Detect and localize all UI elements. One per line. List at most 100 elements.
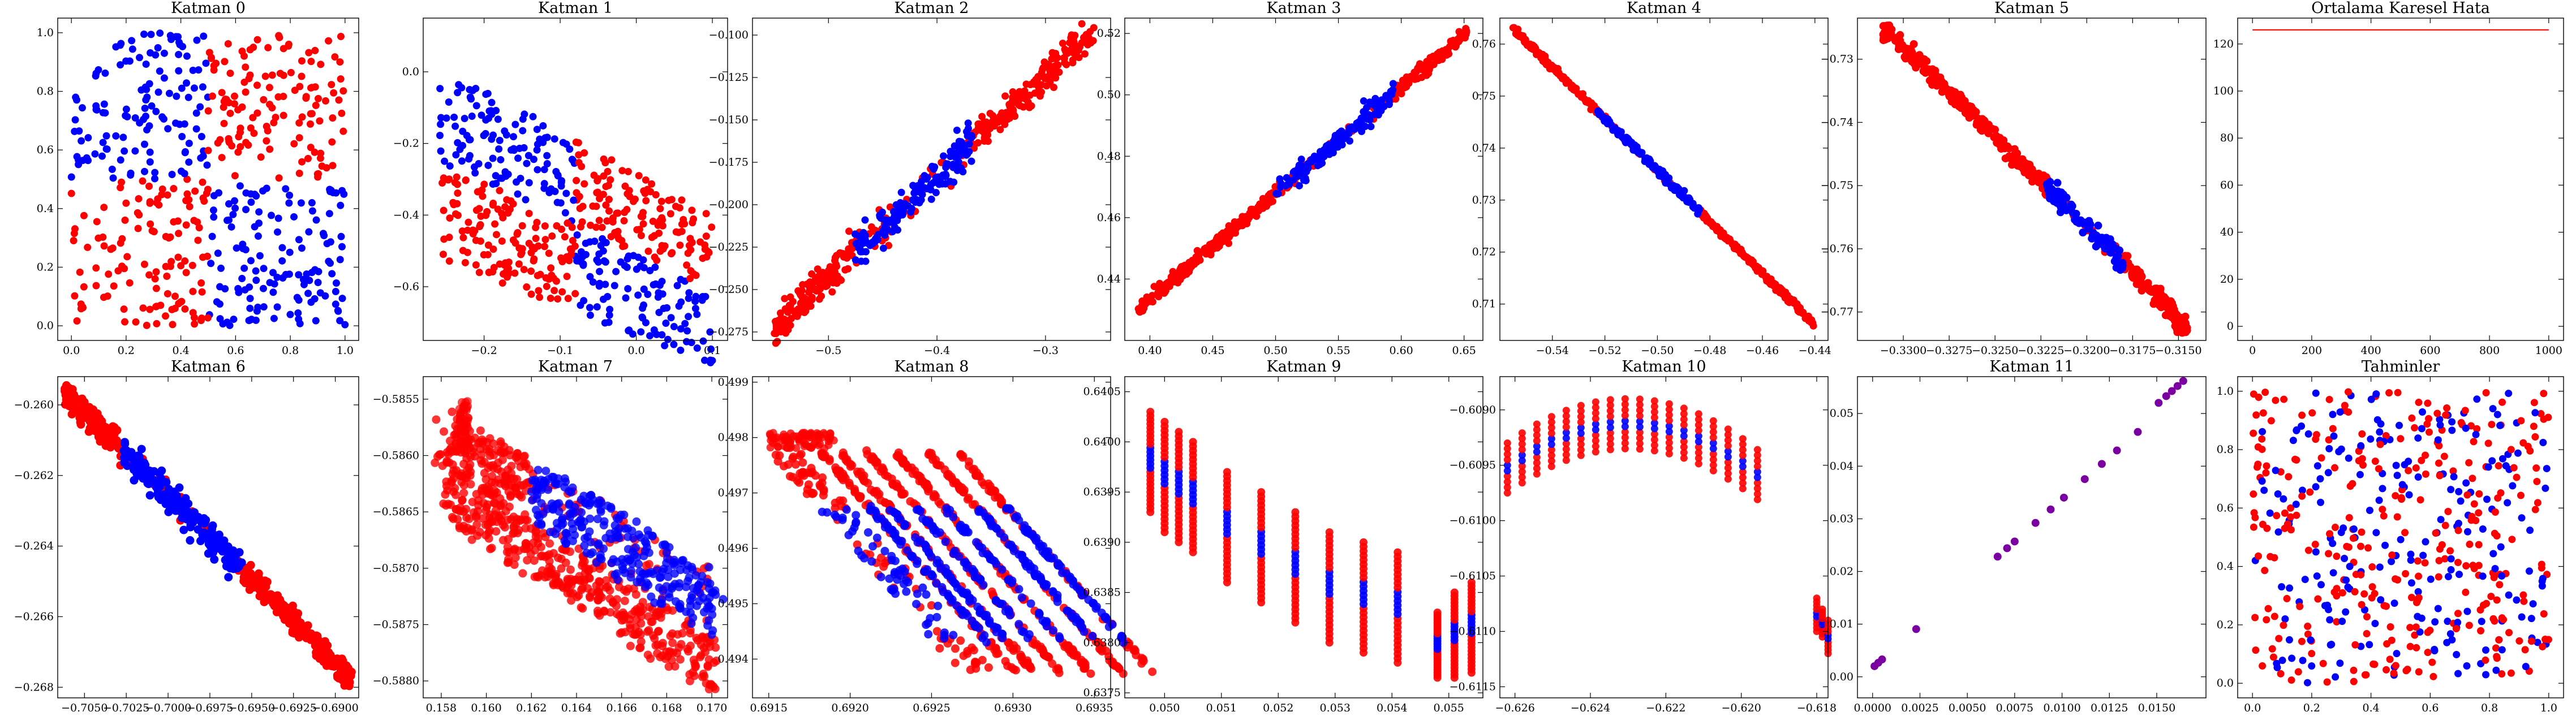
data-point — [486, 461, 495, 471]
data-point — [592, 202, 600, 210]
data-point — [1723, 234, 1731, 241]
data-point — [295, 623, 304, 632]
data-point — [164, 496, 173, 505]
data-point — [189, 287, 197, 295]
data-point — [2046, 178, 2054, 186]
data-point — [294, 309, 302, 317]
x-tick-label: −0.3300 — [1880, 344, 1926, 357]
data-point — [1073, 46, 1081, 54]
x-tick-label: 0.60 — [1389, 344, 1413, 357]
data-point — [667, 314, 675, 322]
data-point — [166, 233, 174, 241]
data-point — [166, 262, 174, 270]
data-point — [251, 223, 259, 231]
data-point — [1231, 229, 1239, 237]
data-point — [252, 192, 260, 200]
x-tick-label: 0.1 — [704, 344, 721, 357]
data-point — [629, 533, 638, 542]
x-tick-label: −0.3175 — [2109, 344, 2156, 357]
data-point — [1367, 123, 1375, 131]
data-point — [164, 125, 172, 133]
data-point — [898, 211, 906, 219]
data-point — [1995, 134, 2003, 143]
data-point — [514, 154, 522, 162]
data-point — [1016, 102, 1024, 110]
data-point — [1046, 68, 1054, 76]
data-point — [254, 232, 262, 240]
data-point — [1804, 312, 1812, 320]
data-point — [1006, 109, 1014, 116]
data-point — [561, 477, 570, 486]
data-point — [175, 67, 183, 75]
data-point — [448, 407, 457, 416]
data-point — [648, 180, 656, 188]
data-point — [573, 176, 580, 184]
data-point — [183, 52, 191, 60]
data-point — [683, 261, 691, 269]
data-point — [195, 66, 203, 74]
data-point — [1259, 198, 1267, 206]
data-point — [646, 267, 654, 275]
data-point — [504, 487, 513, 496]
data-point — [511, 519, 521, 528]
x-tick-label: 0 — [2249, 344, 2256, 357]
data-point — [1295, 182, 1303, 189]
data-point — [274, 93, 282, 101]
data-point — [305, 228, 313, 236]
data-point — [230, 92, 238, 100]
data-point — [143, 126, 151, 134]
data-point — [964, 124, 972, 132]
data-point — [586, 304, 594, 312]
data-point — [135, 211, 143, 219]
data-point — [1374, 111, 1382, 119]
data-point — [109, 174, 117, 182]
data-point — [656, 205, 664, 213]
data-point — [822, 277, 829, 285]
data-point — [2113, 245, 2121, 253]
data-point — [1159, 283, 1167, 291]
data-point — [594, 175, 602, 183]
data-point — [1317, 156, 1324, 163]
data-point — [303, 270, 311, 278]
data-point — [101, 109, 109, 117]
data-point — [656, 247, 664, 255]
data-point — [558, 258, 566, 266]
data-point — [308, 84, 316, 92]
data-point — [1016, 88, 1023, 96]
data-point — [154, 493, 163, 502]
data-point — [252, 267, 260, 275]
data-point — [485, 268, 493, 276]
data-point — [1374, 102, 1382, 110]
data-point — [676, 604, 685, 613]
data-point — [338, 187, 346, 195]
data-point — [532, 223, 540, 231]
data-point — [186, 202, 193, 210]
data-point — [102, 145, 110, 153]
data-point — [121, 318, 129, 326]
data-point — [315, 170, 322, 178]
data-point — [623, 255, 631, 263]
data-point — [660, 540, 669, 549]
data-point — [295, 296, 303, 304]
data-point — [298, 72, 306, 80]
data-point — [495, 145, 503, 153]
data-point — [481, 506, 491, 515]
data-point — [92, 282, 100, 290]
data-point — [475, 269, 483, 277]
data-point — [527, 267, 535, 275]
data-point — [620, 597, 629, 606]
data-point — [573, 257, 581, 265]
data-point — [897, 188, 905, 196]
panel-title: Ortalama Karesel Hata — [2311, 0, 2490, 17]
data-point — [78, 137, 85, 145]
y-tick-label: −0.275 — [709, 326, 749, 338]
data-point — [218, 89, 226, 97]
data-point — [189, 66, 197, 74]
data-point — [253, 109, 261, 117]
data-point — [494, 205, 502, 213]
data-point — [1616, 129, 1624, 137]
data-point — [242, 88, 250, 96]
data-point — [958, 141, 966, 149]
data-point — [602, 183, 610, 191]
data-point — [295, 315, 303, 323]
